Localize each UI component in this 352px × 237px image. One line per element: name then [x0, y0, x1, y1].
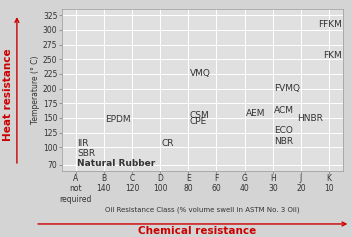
Text: AEM: AEM	[246, 109, 265, 118]
Text: ECO: ECO	[274, 126, 293, 135]
Text: FFKM: FFKM	[318, 20, 342, 29]
Text: Chemical resistance: Chemical resistance	[138, 226, 256, 236]
Text: Natural Rubber: Natural Rubber	[77, 159, 155, 168]
Text: D
100: D 100	[153, 174, 168, 193]
Text: VMQ: VMQ	[190, 69, 210, 78]
Text: H
30: H 30	[268, 174, 278, 193]
Text: Oil Resistance Class (% volume swell in ASTM No. 3 Oil): Oil Resistance Class (% volume swell in …	[105, 206, 300, 213]
Text: ACM: ACM	[274, 106, 294, 115]
Text: FVMQ: FVMQ	[274, 84, 300, 93]
Text: CSM: CSM	[190, 111, 209, 120]
Text: CPE: CPE	[190, 117, 207, 126]
Text: G
40: G 40	[240, 174, 250, 193]
Text: SBR: SBR	[77, 149, 95, 158]
Text: EPDM: EPDM	[105, 114, 131, 123]
Text: HNBR: HNBR	[297, 114, 323, 123]
Text: C
120: C 120	[125, 174, 139, 193]
Text: FKM: FKM	[323, 51, 342, 60]
Text: CR: CR	[162, 139, 174, 148]
Text: J
20: J 20	[296, 174, 306, 193]
Y-axis label: Temperature (° C): Temperature (° C)	[31, 56, 40, 124]
Text: NBR: NBR	[274, 137, 293, 146]
Text: B
140: B 140	[96, 174, 111, 193]
Text: K
10: K 10	[324, 174, 334, 193]
Text: IIR: IIR	[77, 139, 89, 148]
Text: A
not
required: A not required	[59, 174, 92, 204]
Text: F
60: F 60	[212, 174, 221, 193]
Text: E
80: E 80	[183, 174, 193, 193]
Text: Heat resistance: Heat resistance	[3, 49, 13, 141]
